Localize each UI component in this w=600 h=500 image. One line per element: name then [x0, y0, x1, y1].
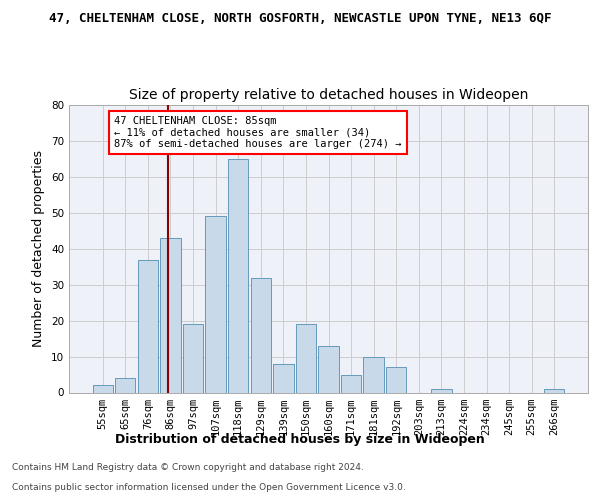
Bar	[228, 159, 248, 392]
Bar	[160, 238, 181, 392]
Y-axis label: Number of detached properties: Number of detached properties	[32, 150, 46, 348]
Text: Contains HM Land Registry data © Crown copyright and database right 2024.: Contains HM Land Registry data © Crown c…	[12, 464, 364, 472]
Bar	[386, 368, 406, 392]
Text: Contains public sector information licensed under the Open Government Licence v3: Contains public sector information licen…	[12, 484, 406, 492]
Text: 47, CHELTENHAM CLOSE, NORTH GOSFORTH, NEWCASTLE UPON TYNE, NE13 6QF: 47, CHELTENHAM CLOSE, NORTH GOSFORTH, NE…	[49, 12, 551, 26]
Bar	[364, 356, 384, 392]
Bar	[296, 324, 316, 392]
Bar	[431, 389, 452, 392]
Bar	[544, 389, 565, 392]
Bar	[115, 378, 136, 392]
Bar	[183, 324, 203, 392]
Title: Size of property relative to detached houses in Wideopen: Size of property relative to detached ho…	[129, 88, 528, 102]
Text: Distribution of detached houses by size in Wideopen: Distribution of detached houses by size …	[115, 432, 485, 446]
Bar	[273, 364, 293, 392]
Bar	[251, 278, 271, 392]
Bar	[205, 216, 226, 392]
Bar	[138, 260, 158, 392]
Bar	[341, 374, 361, 392]
Bar	[92, 386, 113, 392]
Bar	[319, 346, 338, 393]
Text: 47 CHELTENHAM CLOSE: 85sqm
← 11% of detached houses are smaller (34)
87% of semi: 47 CHELTENHAM CLOSE: 85sqm ← 11% of deta…	[114, 116, 401, 149]
